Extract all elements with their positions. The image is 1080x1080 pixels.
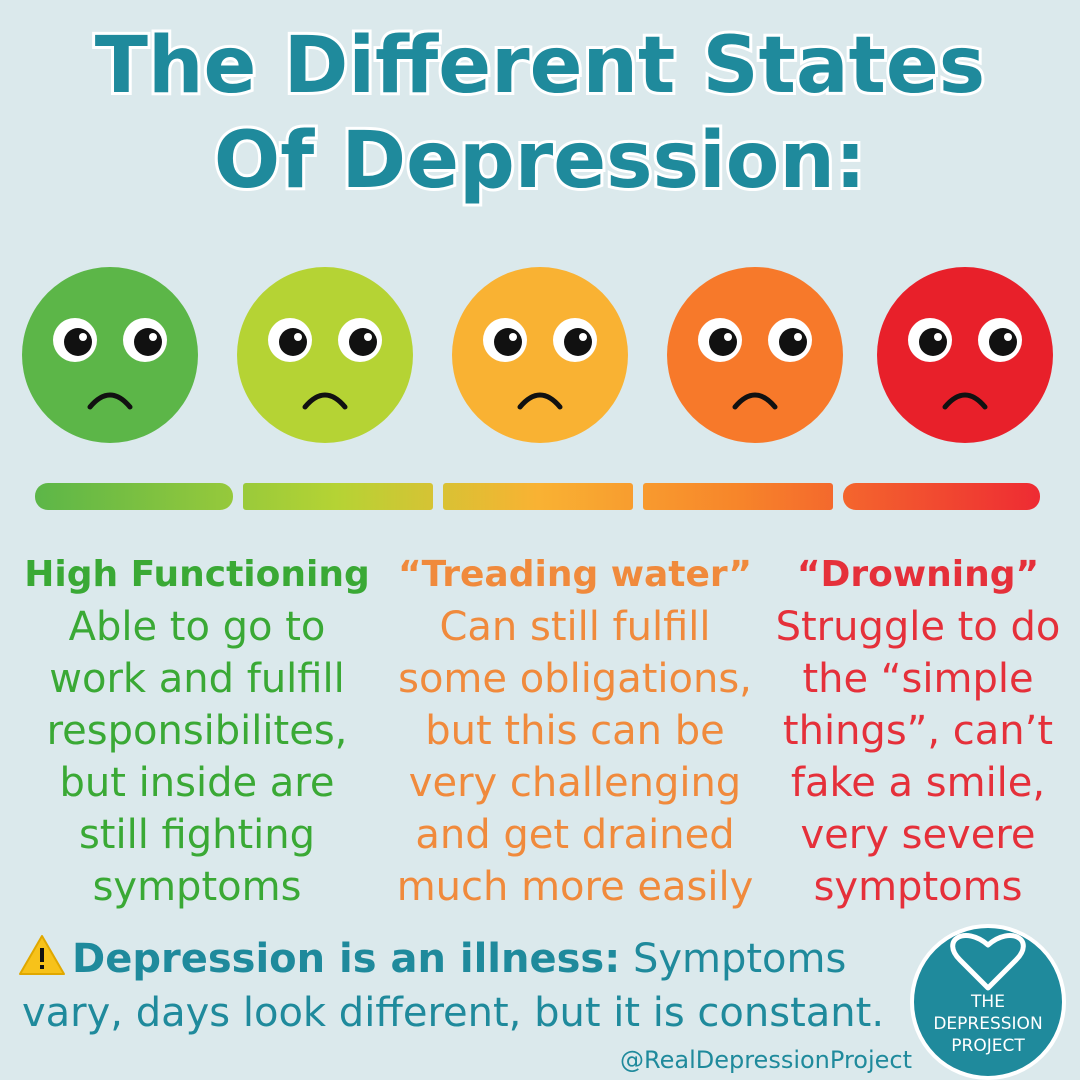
column-text: responsibilites, — [47, 708, 348, 754]
column-text: the “simple — [802, 656, 1033, 702]
column-text: but inside are — [60, 760, 335, 806]
logo-text: THE — [970, 992, 1005, 1012]
columns: High Functioning Able to go to work and fu… — [24, 554, 1060, 910]
column-heading: High Functioning — [24, 554, 369, 595]
logo-text: DEPRESSION — [933, 1014, 1042, 1034]
column-text: very severe — [800, 812, 1035, 858]
column-text: Able to go to — [69, 604, 326, 650]
face — [22, 267, 198, 443]
handle: @RealDepressionProject — [620, 1046, 912, 1074]
column-text: fake a smile, — [791, 760, 1045, 806]
bar-segment — [443, 483, 633, 510]
column-text: much more easily — [397, 864, 754, 910]
bar-segment — [843, 483, 1040, 510]
column-text: but this can be — [425, 708, 724, 754]
bar-segment — [243, 483, 433, 510]
footer-text: vary, days look different, but it is con… — [22, 990, 884, 1036]
column-text: still fighting — [79, 812, 315, 858]
footer-note: Depression is an illness: Symptoms — [72, 936, 846, 982]
column-heading: “Drowning” — [797, 554, 1039, 595]
face — [877, 267, 1053, 443]
bar-segment — [643, 483, 833, 510]
face — [452, 267, 628, 443]
column-text: very challenging — [409, 760, 741, 806]
bar-segment — [35, 483, 233, 510]
title: The Different States — [95, 21, 985, 111]
column-text: things”, can’t — [783, 708, 1053, 754]
column-text: Can still fulfill — [439, 604, 710, 650]
footer-text: Symptoms — [633, 936, 846, 982]
warning-icon — [19, 935, 65, 975]
logo: THE DEPRESSION PROJECT — [910, 924, 1066, 1080]
faces — [22, 267, 1053, 443]
column-text: Struggle to do — [776, 604, 1061, 650]
column-text: some obligations, — [398, 656, 752, 702]
title: Of Depression: — [214, 116, 866, 206]
column-text: symptoms — [93, 864, 302, 910]
scale-bar — [35, 483, 1040, 510]
face — [667, 267, 843, 443]
column-text: symptoms — [814, 864, 1023, 910]
face — [237, 267, 413, 443]
column-text: work and fulfill — [49, 656, 344, 702]
footer-label: Depression is an illness: — [72, 936, 620, 982]
column-text: and get drained — [415, 812, 734, 858]
logo-text: PROJECT — [951, 1036, 1025, 1056]
column-heading: “Treading water” — [398, 554, 752, 595]
